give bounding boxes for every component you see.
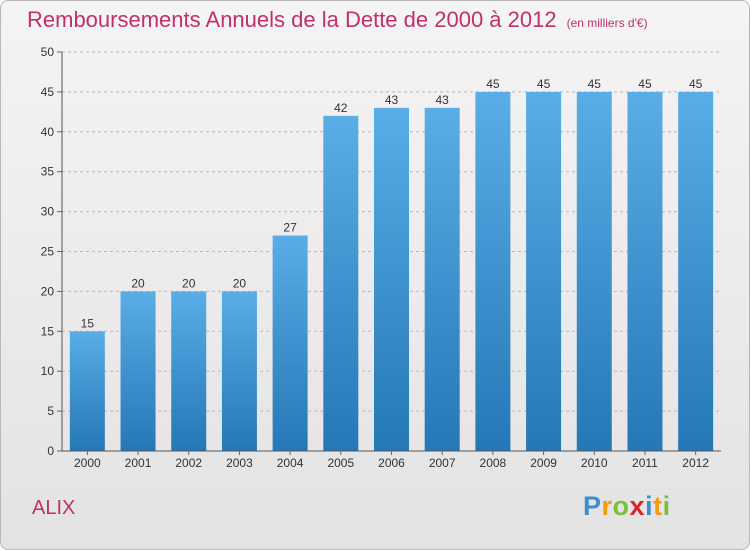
x-tick-label: 2001: [125, 456, 152, 470]
y-tick-label: 10: [41, 364, 55, 378]
location-name: ALIX: [32, 497, 76, 519]
x-tick-label: 2007: [429, 456, 456, 470]
bar-value-label: 15: [81, 316, 95, 330]
bar-value-label: 45: [689, 77, 703, 91]
bar-value-label: 20: [182, 276, 196, 290]
logo-letter: o: [612, 491, 630, 521]
bar: [526, 91, 562, 452]
bar: [171, 291, 207, 451]
bar: [576, 91, 612, 452]
logo-letter: r: [601, 491, 613, 521]
bar-value-label: 27: [283, 221, 297, 235]
x-tick-label: 2005: [327, 456, 354, 470]
y-tick-label: 25: [41, 245, 55, 259]
x-tick-label: 2000: [74, 456, 101, 470]
proxiti-logo: Proxiti: [583, 491, 671, 522]
bar-value-label: 45: [638, 77, 652, 91]
bar: [475, 91, 511, 452]
x-tick-label: 2004: [277, 456, 304, 470]
chart-subtitle: (en milliers d'€): [566, 16, 648, 30]
y-tick-label: 45: [41, 85, 55, 99]
bar-value-label: 42: [334, 101, 348, 115]
logo-letter: i: [645, 491, 654, 521]
logo-letter: i: [662, 491, 671, 521]
bar: [424, 107, 460, 452]
y-tick-label: 5: [47, 404, 54, 418]
bar-value-label: 45: [537, 77, 551, 91]
x-tick-label: 2010: [581, 456, 608, 470]
y-tick-label: 15: [41, 324, 55, 338]
bar: [323, 115, 359, 451]
x-tick-label: 2008: [480, 456, 507, 470]
bar: [374, 107, 409, 452]
y-tick-label: 40: [41, 125, 55, 139]
bar-value-label: 20: [233, 276, 247, 290]
axes: 0 5 10 15 20 25 30 35 40 45 50 2000 2001 2002 2003 2004…: [41, 45, 721, 470]
y-tick-label: 50: [41, 45, 55, 59]
logo-letter: x: [629, 491, 646, 521]
bar-value-label: 45: [588, 77, 602, 91]
chart-title: Remboursements Annuels de la Dette de 20…: [27, 7, 648, 33]
x-tick-label: 2012: [682, 456, 709, 470]
data-labels: 15 20 20 20 27 42 43 43 45 45 45 45 45: [81, 77, 703, 330]
bar: [678, 91, 714, 452]
y-tick-label: 35: [41, 165, 55, 179]
x-tick-label: 2003: [226, 456, 253, 470]
bars: [69, 91, 714, 452]
logo-letter: P: [583, 491, 602, 521]
bar: [272, 235, 308, 451]
x-tick-label: 2009: [530, 456, 557, 470]
chart-title-text: Remboursements Annuels de la Dette de 20…: [27, 7, 557, 32]
bar: [69, 331, 105, 451]
bar: [221, 291, 257, 451]
y-tick-label: 0: [47, 444, 54, 458]
bar: [627, 91, 663, 452]
y-tick-label: 20: [41, 284, 55, 298]
bar-value-label: 43: [436, 93, 450, 107]
x-tick-label: 2011: [632, 456, 658, 470]
y-tick-label: 30: [41, 205, 55, 219]
bar-value-label: 20: [131, 276, 145, 290]
bar: [120, 291, 156, 451]
bar-value-label: 43: [385, 93, 399, 107]
bar-value-label: 45: [486, 77, 500, 91]
logo-letter: t: [653, 491, 663, 521]
x-tick-label: 2002: [175, 456, 202, 470]
x-tick-label: 2006: [378, 456, 405, 470]
